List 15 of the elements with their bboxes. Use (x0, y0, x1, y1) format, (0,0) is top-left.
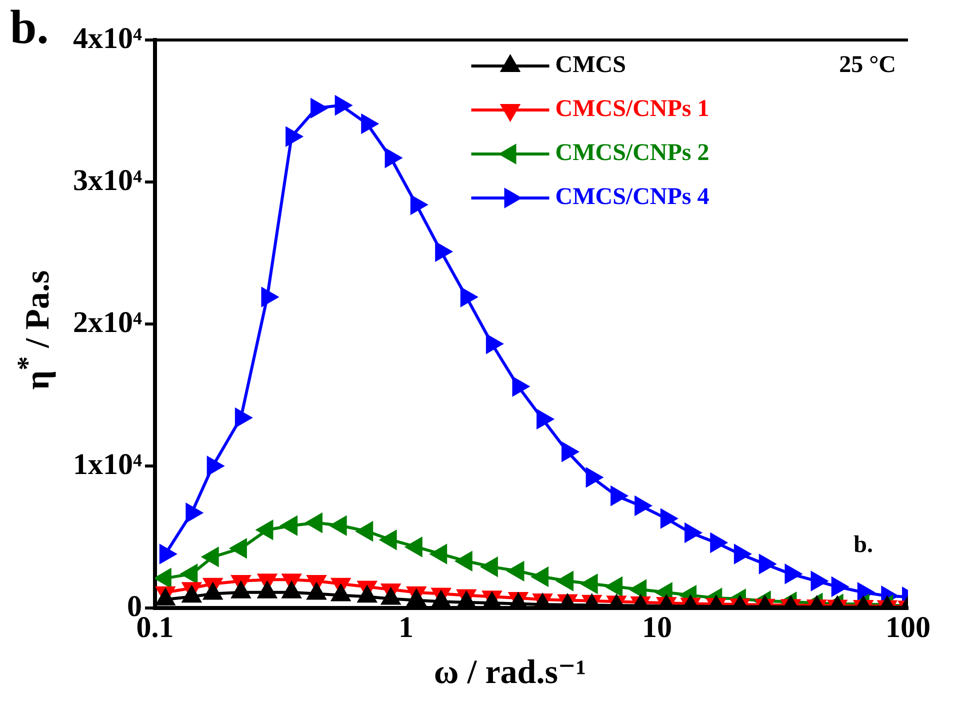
y-tick-label: 2x10⁴ (72, 306, 142, 339)
y-tick-label: 3x10⁴ (72, 164, 142, 197)
x-tick-label: 1 (398, 610, 414, 644)
y-tick-label: 1x10⁴ (72, 448, 142, 481)
x-tick-label: 100 (886, 610, 930, 644)
x-tick-label: 10 (642, 610, 672, 644)
legend-label: CMCS/CNPs 4 (555, 184, 710, 210)
legend-label: CMCS/CNPs 2 (555, 140, 710, 166)
legend-label: CMCS/CNPs 1 (555, 96, 710, 122)
x-axis-title: ω / rad.s⁻¹ (432, 653, 588, 692)
text: b. (10, 0, 49, 55)
legend-label: CMCS (555, 52, 626, 78)
annotation: b. (854, 532, 873, 558)
annotation: 25 °C (839, 52, 896, 78)
y-tick-label: 4x10⁴ (72, 22, 142, 55)
